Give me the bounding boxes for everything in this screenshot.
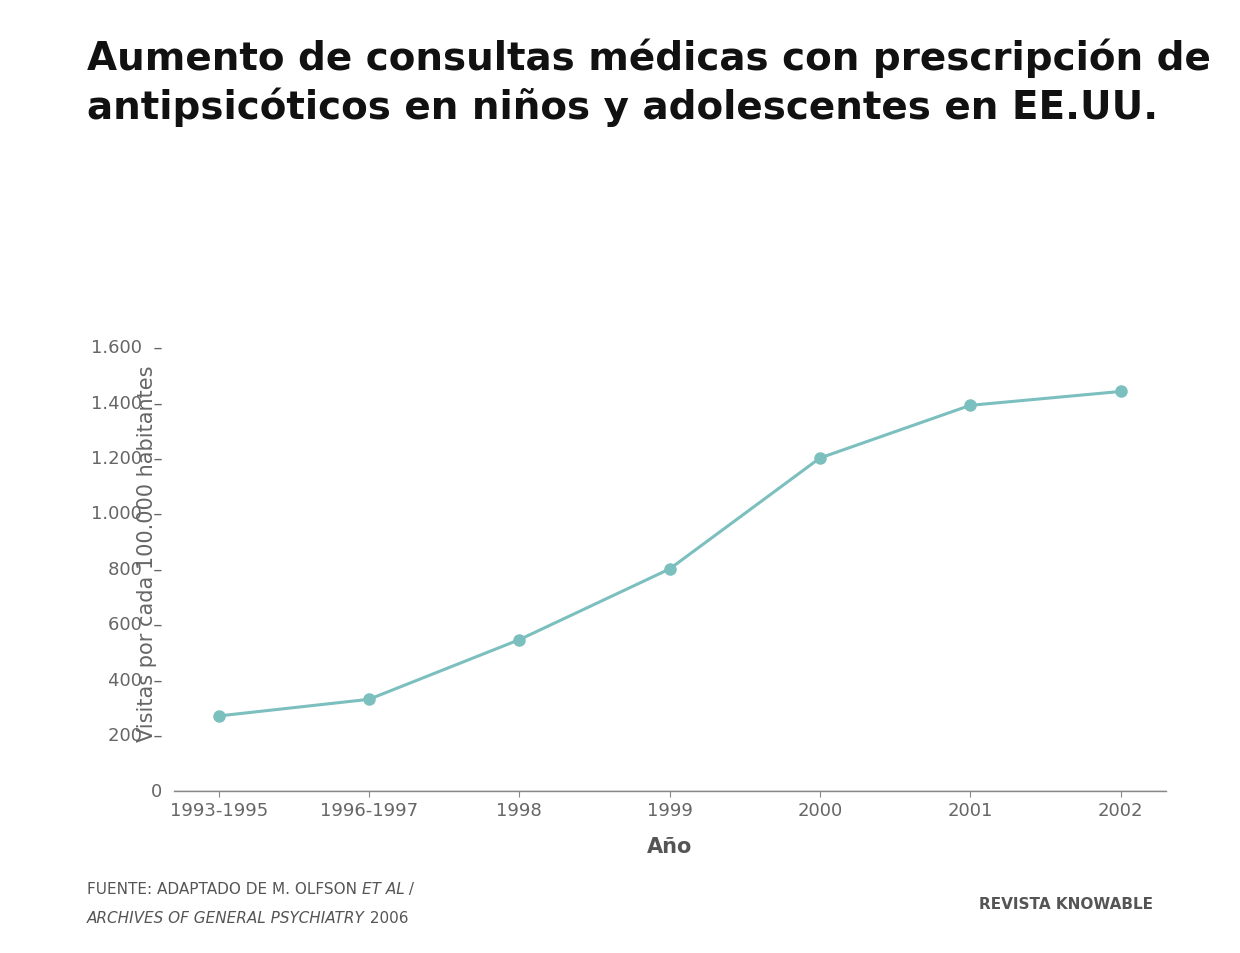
Text: REVISTA KNOWABLE: REVISTA KNOWABLE [980,896,1153,911]
Text: 200  –: 200 – [108,726,162,744]
Text: 1.600  –: 1.600 – [91,338,162,356]
Text: ARCHIVES OF GENERAL PSYCHIATRY: ARCHIVES OF GENERAL PSYCHIATRY [87,910,365,925]
Text: Aumento de consultas médicas con prescripción de
antipsicóticos en niños y adole: Aumento de consultas médicas con prescri… [87,38,1210,127]
Text: 0: 0 [151,782,162,800]
Text: 1.200  –: 1.200 – [91,450,162,468]
Y-axis label: Visitas por cada 100.000 habitantes: Visitas por cada 100.000 habitantes [136,365,157,740]
Text: 1.000  –: 1.000 – [91,505,162,523]
Text: 800  –: 800 – [108,560,162,578]
Text: ET AL: ET AL [362,882,404,897]
Text: FUENTE: ADAPTADO DE M. OLFSON: FUENTE: ADAPTADO DE M. OLFSON [87,882,362,897]
Text: /: / [404,882,414,897]
X-axis label: Año: Año [647,836,692,856]
Text: 2006: 2006 [365,910,408,925]
Text: 400  –: 400 – [108,671,162,689]
Text: 1.400  –: 1.400 – [91,395,162,412]
Text: 600  –: 600 – [108,616,162,634]
